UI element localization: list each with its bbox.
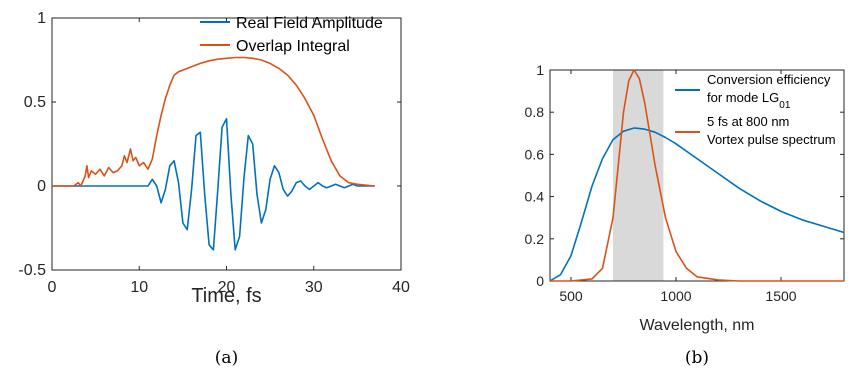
- y-tick-label: -0.5: [18, 262, 46, 279]
- y-tick-label: 0.8: [525, 104, 545, 120]
- legend-conv-text: Conversion efficiency: [707, 72, 831, 87]
- panel-a-legend: Real Field Amplitude Overlap Integral: [200, 15, 383, 55]
- x-tick-label: 1500: [765, 288, 796, 304]
- panel-b-xlabel: Wavelength, nm: [639, 317, 754, 334]
- y-tick-label: 0: [536, 273, 544, 289]
- x-tick-label: 0: [48, 279, 57, 296]
- legend-label-conversion: Conversion efficiency: [707, 72, 831, 87]
- x-tick-label: 40: [392, 279, 410, 296]
- y-tick-label: 0.5: [24, 94, 46, 111]
- series-line-1: [550, 69, 844, 282]
- y-tick-label: 0.4: [525, 189, 545, 205]
- panel-a-chart: 0 10 20 30 40-0.500.51 Real Field Amplitude …: [18, 10, 410, 368]
- series-line-0: [549, 127, 845, 282]
- panel-b-series: [549, 69, 845, 282]
- panel-a-xlabel: Time, fs: [191, 285, 261, 307]
- legend-label-overlap: Overlap Integral: [236, 38, 350, 55]
- x-tick-label: 30: [305, 279, 323, 296]
- series-line-1: [52, 56, 375, 187]
- y-tick-label: 0.6: [525, 146, 545, 162]
- legend-conv-subscript: 01: [779, 100, 791, 111]
- panel-b-chart: 500 1000 1500 0 0.2 0.4 0.6 0.8 1 Conversion eff…: [525, 62, 845, 368]
- series-line-0: [52, 118, 375, 251]
- panel-b-plot-area: [549, 69, 845, 282]
- y-tick-label: 0: [37, 178, 46, 195]
- shaded-band: [613, 70, 664, 281]
- y-tick-label: 1: [536, 62, 544, 78]
- panel-a-plot-area: [51, 17, 402, 271]
- caption-a: (a): [215, 348, 238, 368]
- legend-label-real-field: Real Field Amplitude: [236, 15, 383, 32]
- y-tick-label: 0.2: [525, 231, 545, 247]
- x-tick-label: 20: [218, 279, 236, 296]
- x-tick-label: 500: [559, 288, 583, 304]
- legend-label-vortex-line2: Vortex pulse spectrum: [707, 132, 836, 147]
- x-tick-label: 10: [130, 279, 148, 296]
- caption-b: (b): [685, 348, 709, 368]
- panel-a-series: [52, 56, 375, 251]
- y-tick-label: 1: [37, 10, 46, 27]
- panel-b-legend: Conversion efficiency for mode LG01 5 fs…: [675, 72, 836, 147]
- legend-label-conversion-line2: for mode LG01: [707, 90, 791, 111]
- legend-conv-line2: for mode LG: [707, 90, 779, 105]
- x-tick-label: 1000: [660, 288, 691, 304]
- panel-b-ticks: 500 1000 1500 0 0.2 0.4 0.6 0.8 1: [525, 62, 844, 304]
- panel-a-ticks: 0 10 20 30 40-0.500.51: [18, 10, 410, 296]
- legend-label-vortex: 5 fs at 800 nm: [707, 114, 789, 129]
